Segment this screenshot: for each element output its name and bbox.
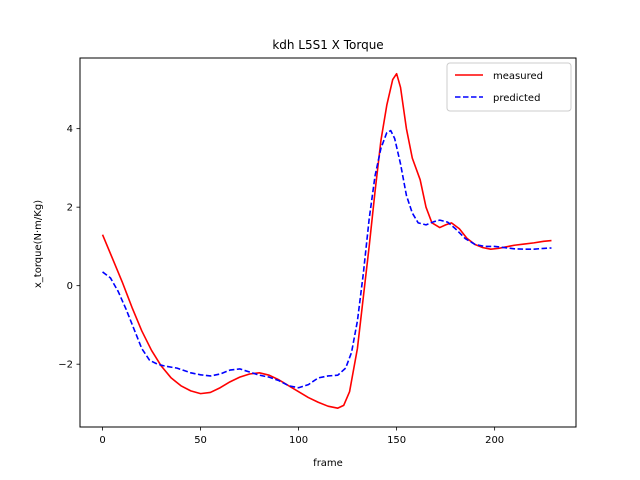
- legend: measured predicted: [446, 62, 572, 112]
- x-axis-label: frame: [313, 458, 343, 469]
- y-tick-label: 0: [67, 281, 73, 292]
- series-line-predicted: [102, 129, 552, 389]
- legend-label-measured: measured: [493, 71, 543, 82]
- legend-label-predicted: predicted: [493, 93, 540, 104]
- x-tick-label: 200: [485, 435, 504, 446]
- x-tick-label: 50: [194, 435, 207, 446]
- chart-title: kdh L5S1 X Torque: [272, 38, 383, 52]
- x-tick-label: 0: [99, 435, 105, 446]
- y-axis-label: x_torque(N·m/Kg): [33, 200, 44, 288]
- axis-ticks: 0 50 100 150 200 −2 0 2 4: [58, 124, 504, 446]
- y-tick-label: −2: [58, 360, 73, 371]
- y-tick-label: 2: [67, 203, 73, 214]
- x-tick-label: 150: [387, 435, 406, 446]
- x-tick-label: 100: [289, 435, 308, 446]
- y-tick-label: 4: [67, 124, 73, 135]
- axes-frame: [79, 57, 577, 428]
- series-lines: [101, 72, 552, 409]
